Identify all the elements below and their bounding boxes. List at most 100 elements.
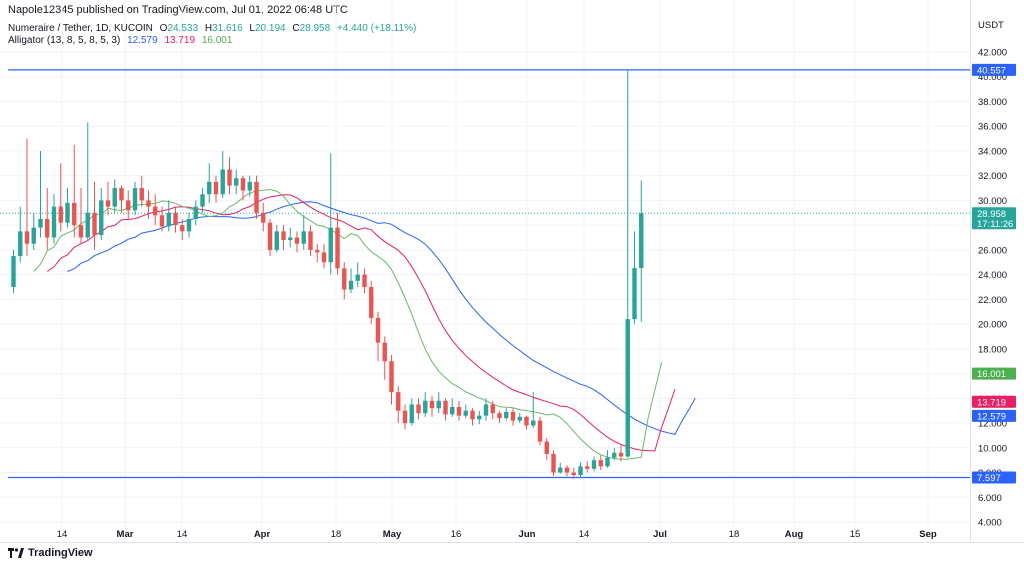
candle — [267, 218, 273, 257]
candle — [551, 450, 556, 477]
candle — [348, 268, 354, 294]
open-label: O — [159, 23, 168, 34]
candle — [639, 180, 644, 322]
price-tick-label: 6.000 — [978, 493, 1002, 504]
time-tick-label: Jul — [653, 529, 667, 540]
candlestick-series — [11, 69, 644, 479]
candle — [139, 175, 144, 207]
candle — [625, 69, 630, 458]
svg-text:12.579: 12.579 — [977, 411, 1006, 422]
candle — [254, 175, 259, 219]
chart-grid — [0, 0, 970, 542]
candle — [612, 447, 617, 461]
candle — [423, 392, 428, 417]
high-label: H — [204, 23, 213, 34]
indicator-name: Alligator (13, 8, 5, 8, 5, 3) — [8, 35, 121, 46]
alligator-lips-line — [33, 188, 662, 460]
price-tick-label: 12.000 — [978, 419, 1007, 430]
svg-text:16.001: 16.001 — [977, 369, 1006, 380]
candle — [342, 262, 347, 300]
time-tick-label: Sep — [919, 529, 937, 540]
indicator-legend[interactable]: Alligator (13, 8, 5, 8, 5, 3) 12.579 13.… — [8, 35, 236, 46]
time-tick-label: Jun — [519, 529, 536, 540]
candle — [213, 175, 219, 203]
candle — [288, 227, 293, 248]
candle — [11, 249, 16, 294]
candle — [618, 445, 624, 462]
horizontal-lines — [0, 69, 970, 479]
price-tick-label: 30.000 — [978, 196, 1007, 207]
published-header: Napole12345 published on TradingView.com… — [8, 4, 348, 16]
candle — [504, 408, 509, 421]
lips-price-tag: 16.001 — [972, 367, 1016, 380]
alligator-lines — [33, 188, 696, 460]
svg-text:28.958: 28.958 — [977, 209, 1006, 220]
candle — [328, 153, 333, 275]
time-tick-label: 15 — [850, 529, 861, 540]
candle — [578, 462, 583, 478]
candle — [369, 280, 374, 325]
candle — [571, 467, 576, 479]
low-value: 20.194 — [254, 23, 286, 34]
footer-brand-text: TradingView — [28, 547, 93, 559]
time-tick-label: 18 — [331, 529, 342, 540]
footer-brand[interactable]: TradingView — [8, 547, 93, 559]
time-tick-label: Mar — [117, 529, 134, 540]
candle — [308, 225, 313, 257]
candle — [261, 202, 266, 232]
candle — [38, 150, 43, 238]
price-tick-label: 34.000 — [978, 146, 1007, 157]
price-tick-label: 38.000 — [978, 97, 1007, 108]
candle — [315, 243, 320, 263]
close-value: 28.958 — [299, 23, 331, 34]
price-tick-label: 40.000 — [978, 72, 1007, 83]
candle — [31, 212, 36, 250]
teeth-price-tag: 13.719 — [972, 395, 1016, 408]
price-axis-ticks: 42.000 40.000 38.000 36.000 34.000 32.000 30.0… — [978, 48, 1007, 529]
candle — [51, 194, 57, 244]
candle — [436, 392, 441, 414]
resistance-price-tag: 40.557 — [972, 63, 1016, 76]
candle — [450, 398, 455, 417]
close-label: C — [292, 23, 300, 34]
candle — [355, 262, 360, 287]
candle — [166, 200, 171, 232]
price-tick-label: 22.000 — [978, 295, 1007, 306]
candle — [45, 188, 50, 250]
alligator-teeth-line — [47, 194, 676, 452]
candle — [477, 410, 482, 425]
candle — [598, 455, 603, 471]
candle — [173, 206, 178, 233]
candle — [18, 206, 23, 263]
symbol-title: Numeraire / Tether, 1D, KUCOIN — [8, 23, 153, 34]
price-tick-label: 42.000 — [978, 48, 1007, 59]
candle — [537, 416, 543, 446]
high-value: 31.616 — [212, 23, 243, 34]
tradingview-logo-icon — [8, 548, 24, 558]
teeth-value: 13.719 — [164, 35, 196, 46]
candle — [274, 225, 279, 253]
candle — [207, 163, 212, 203]
candle — [281, 225, 286, 250]
candle — [193, 200, 198, 226]
symbol-legend[interactable]: Numeraire / Tether, 1D, KUCOIN O24.533 H… — [8, 23, 424, 34]
candle — [375, 311, 381, 362]
candle — [443, 398, 448, 421]
candle — [153, 194, 158, 226]
candle — [24, 138, 30, 257]
candle — [510, 408, 516, 426]
time-tick-label: 16 — [451, 529, 462, 540]
candle — [409, 398, 414, 426]
candle — [558, 462, 563, 474]
svg-text:17:11:26: 17:11:26 — [977, 219, 1013, 230]
price-tick-label: 18.000 — [978, 344, 1007, 355]
jaw-price-tag: 12.579 — [972, 409, 1016, 422]
candle — [321, 243, 327, 269]
candle — [382, 336, 387, 380]
candle — [483, 398, 489, 421]
candle — [105, 181, 111, 216]
lips-value: 16.001 — [201, 35, 233, 46]
time-axis-ticks: 14 Mar 14 Apr 18 May 16 Jun 14 Jul 18 Aug 15 Sep — [57, 529, 937, 540]
